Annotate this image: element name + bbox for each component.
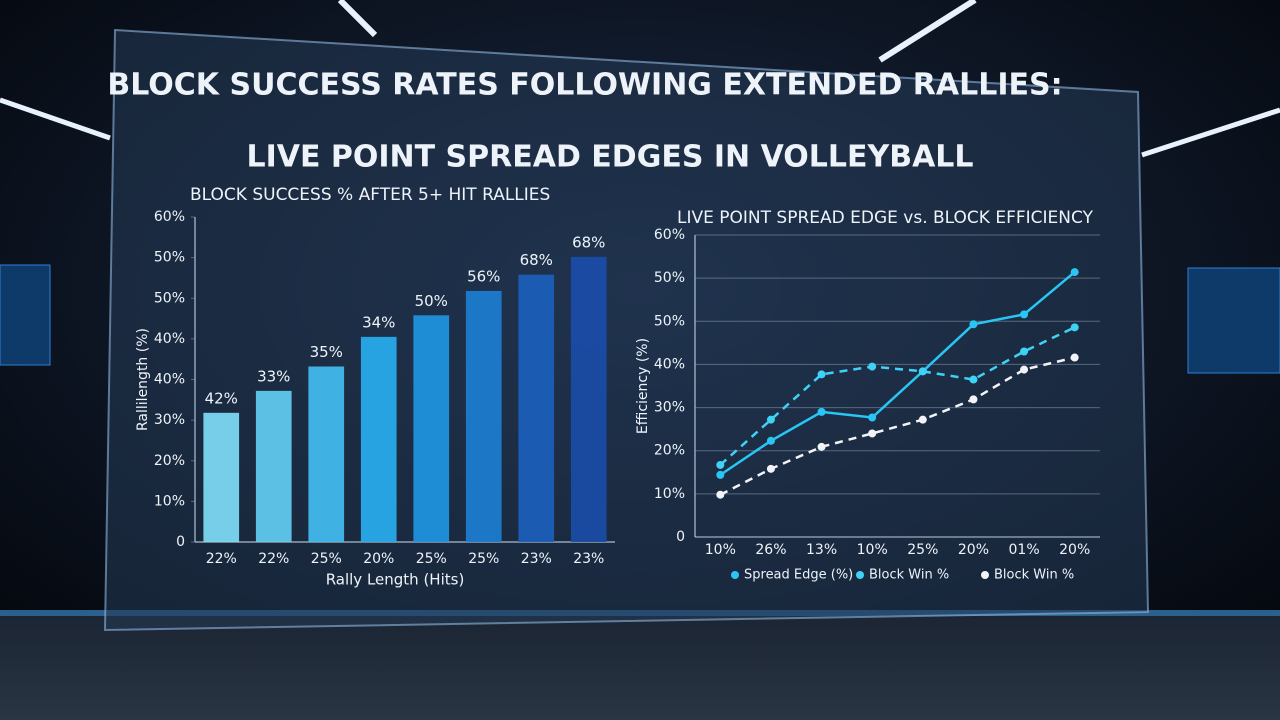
series-point [817, 370, 826, 379]
y-tick-label: 30% [654, 400, 685, 416]
chart-title: BLOCK SUCCESS % AFTER 5+ HIT RALLIES [190, 185, 550, 205]
series-line [719, 326, 1076, 466]
series-point [868, 362, 877, 371]
series-line [719, 271, 1076, 476]
bar [255, 390, 292, 542]
side-screen [1187, 267, 1280, 374]
legend-label: Block Win % [994, 568, 1074, 583]
series-point [817, 442, 826, 451]
ceiling-light [0, 97, 111, 141]
series-point [766, 464, 775, 473]
x-tick-label: 25% [416, 551, 447, 567]
y-tick-label: 0 [676, 529, 685, 545]
bar-annotation: 35% [310, 343, 343, 361]
x-tick-label: 10% [857, 542, 888, 558]
x-tick-label: 20% [1059, 542, 1090, 558]
series-point [868, 429, 877, 438]
y-tick-label: 40% [154, 331, 185, 347]
y-tick-label: 10% [654, 486, 685, 502]
legend-label: Spread Edge (%) [744, 568, 853, 583]
bar [360, 336, 397, 542]
y-tick-label: 50% [654, 270, 685, 286]
x-axis-label: Rally Length (Hits) [326, 571, 465, 589]
x-tick-label: 25% [468, 551, 499, 567]
x-tick-label: 25% [907, 542, 938, 558]
y-tick-label: 20% [654, 443, 685, 459]
series-point [969, 320, 978, 329]
main-title: BLOCK SUCCESS RATES FOLLOWING EXTENDED R… [107, 68, 1062, 103]
main-title: LIVE POINT SPREAD EDGES IN VOLLEYBALL [246, 140, 973, 175]
y-tick-label: 10% [154, 493, 185, 509]
series-point [716, 490, 725, 499]
side-screen [0, 264, 51, 366]
legend-label: Block Win % [869, 568, 949, 583]
x-tick-label: 25% [311, 551, 342, 567]
legend-swatch [981, 571, 989, 579]
series-point [1070, 268, 1079, 277]
series-point [716, 470, 725, 479]
bar [570, 256, 607, 542]
series-point [1020, 310, 1029, 319]
series-point [918, 415, 927, 424]
bar-annotation: 68% [520, 251, 553, 269]
y-tick-label: 50% [154, 250, 185, 266]
y-tick-label: 30% [154, 412, 185, 428]
y-tick-label: 40% [154, 372, 185, 388]
bar-annotation: 42% [205, 389, 238, 407]
series-point [766, 415, 775, 424]
series-point [1020, 347, 1029, 356]
ceiling-light [878, 0, 977, 63]
x-tick-label: 10% [705, 542, 736, 558]
bar [203, 412, 240, 542]
ceiling-light [337, 0, 378, 38]
y-tick-label: 20% [154, 453, 185, 469]
ceiling-light [1141, 107, 1280, 158]
bar-annotation: 56% [467, 267, 500, 285]
x-tick-label: 13% [806, 542, 837, 558]
bar-annotation: 50% [415, 292, 448, 310]
bar-annotation: 34% [362, 313, 395, 331]
x-tick-label: 01% [1009, 542, 1040, 558]
x-tick-label: 22% [206, 551, 237, 567]
series-point [817, 407, 826, 416]
bar [308, 366, 345, 542]
bar-annotation: 68% [572, 233, 605, 251]
series-point [918, 367, 927, 376]
series-point [969, 395, 978, 404]
bar [518, 274, 555, 542]
y-tick-label: 60% [654, 227, 685, 243]
series-point [868, 413, 877, 422]
x-tick-label: 22% [258, 551, 289, 567]
legend-swatch [856, 571, 864, 579]
bar-annotation: 33% [257, 367, 290, 385]
y-tick-label: 50% [654, 313, 685, 329]
chart-title: LIVE POINT SPREAD EDGE vs. BLOCK EFFICIE… [677, 208, 1094, 228]
y-tick-label: 50% [154, 290, 185, 306]
y-axis-label: Efficiency (%) [635, 338, 651, 434]
series-point [969, 375, 978, 384]
series-point [716, 460, 725, 469]
y-tick-label: 0 [176, 534, 185, 550]
series-point [1070, 353, 1079, 362]
y-tick-label: 40% [654, 356, 685, 372]
y-axis-label: Rallilength (%) [135, 328, 151, 431]
bar [413, 315, 450, 542]
x-tick-label: 23% [573, 551, 604, 567]
series-point [766, 436, 775, 445]
bar [465, 290, 502, 542]
series-point [1070, 323, 1079, 332]
x-tick-label: 23% [521, 551, 552, 567]
x-tick-label: 20% [958, 542, 989, 558]
x-tick-label: 26% [755, 542, 786, 558]
y-tick-label: 60% [154, 209, 185, 225]
x-tick-label: 20% [363, 551, 394, 567]
series-point [1020, 365, 1029, 374]
legend-swatch [731, 571, 739, 579]
